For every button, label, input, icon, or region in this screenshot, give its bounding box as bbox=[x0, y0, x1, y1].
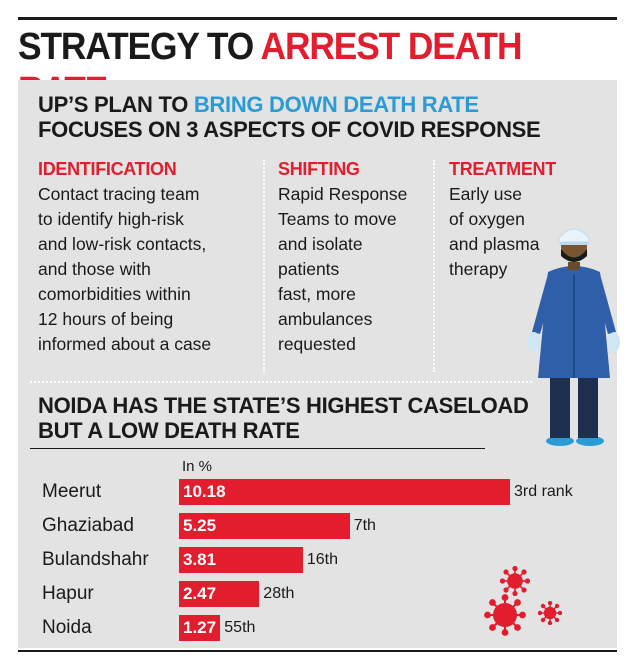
category-label: Hapur bbox=[42, 583, 94, 604]
aspect-treatment: TREATMENT Early use of oxygen and plasma… bbox=[449, 158, 589, 282]
aspect-body: Rapid Response Teams to move and isolate… bbox=[278, 182, 428, 357]
bar-value-label: 5.25 bbox=[183, 516, 217, 535]
category-label: Bulandshahr bbox=[42, 549, 149, 570]
chart-title-line1: NOIDA HAS THE STATE’S HIGHEST CASELOAD bbox=[38, 393, 529, 418]
aspect-body: Contact tracing team to identify high-ri… bbox=[38, 182, 258, 357]
bottom-rule bbox=[18, 650, 617, 652]
bar bbox=[179, 513, 350, 539]
aspect-body: Early use of oxygen and plasma therapy bbox=[449, 182, 589, 282]
plan-heading-highlight: BRING DOWN DEATH RATE bbox=[193, 92, 479, 117]
aspect-line: of oxygen bbox=[449, 209, 525, 229]
rank-label: 3rd rank bbox=[514, 483, 573, 500]
title-part1: STRATEGY TO bbox=[18, 26, 261, 68]
plan-heading: UP’S PLAN TO BRING DOWN DEATH RATE FOCUS… bbox=[38, 92, 598, 142]
rank-label: 7th bbox=[353, 517, 376, 534]
aspect-line: to identify high-risk bbox=[38, 209, 184, 229]
bar-value-label: 2.47 bbox=[183, 584, 217, 603]
aspect-line: and isolate bbox=[278, 234, 363, 254]
plan-heading-line2: FOCUSES ON 3 ASPECTS OF COVID RESPONSE bbox=[38, 117, 541, 142]
coronavirus-icon bbox=[484, 594, 526, 636]
category-label: Noida bbox=[42, 617, 92, 638]
top-rule bbox=[18, 17, 617, 20]
healthcare-worker-icon bbox=[528, 228, 620, 446]
aspect-line: patients bbox=[278, 259, 340, 279]
aspect-line: requested bbox=[278, 334, 356, 354]
bar-value-label: 3.81 bbox=[183, 550, 217, 569]
section-divider bbox=[30, 381, 532, 383]
category-label: Ghaziabad bbox=[42, 515, 134, 536]
aspect-line: ambulances bbox=[278, 309, 373, 329]
aspect-identification: IDENTIFICATION Contact tracing team to i… bbox=[38, 158, 258, 357]
aspect-line: Teams to move bbox=[278, 209, 397, 229]
bar bbox=[179, 547, 303, 573]
aspect-line: Contact tracing team bbox=[38, 184, 200, 204]
coronavirus-icon bbox=[538, 601, 562, 625]
coronavirus-icon bbox=[500, 566, 530, 596]
aspect-line: and plasma bbox=[449, 234, 540, 254]
chart-title: NOIDA HAS THE STATE’S HIGHEST CASELOAD B… bbox=[38, 393, 558, 443]
aspect-line: Early use bbox=[449, 184, 522, 204]
page-title: STRATEGY TO ARREST DEATH RATE bbox=[18, 25, 576, 113]
bar bbox=[179, 479, 510, 505]
bar-value-label: 10.18 bbox=[183, 482, 226, 501]
aspect-line: informed about a case bbox=[38, 334, 212, 354]
aspect-heading: SHIFTING bbox=[278, 159, 360, 179]
bar bbox=[179, 615, 221, 641]
chart-title-line2: BUT A LOW DEATH RATE bbox=[38, 418, 300, 443]
aspect-shifting: SHIFTING Rapid Response Teams to move an… bbox=[278, 158, 428, 357]
chart-unit-label: In % bbox=[182, 458, 213, 475]
plan-heading-prefix: UP’S PLAN TO bbox=[38, 92, 194, 117]
aspect-line: comorbidities within bbox=[38, 284, 191, 304]
aspect-line: fast, more bbox=[278, 284, 356, 304]
aspect-heading: TREATMENT bbox=[449, 159, 556, 179]
column-divider bbox=[263, 160, 265, 372]
bar bbox=[179, 581, 260, 607]
rank-label: 28th bbox=[263, 585, 295, 602]
chart-title-rule bbox=[30, 448, 485, 449]
aspect-line: therapy bbox=[449, 259, 508, 279]
category-label: Meerut bbox=[42, 481, 102, 502]
rank-label: 55th bbox=[224, 619, 256, 636]
rank-label: 16th bbox=[306, 551, 339, 568]
aspect-line: 12 hours of being bbox=[38, 309, 174, 329]
aspect-heading: IDENTIFICATION bbox=[38, 159, 177, 179]
column-divider bbox=[433, 160, 435, 372]
content-panel bbox=[18, 80, 617, 648]
bar-value-label: 1.27 bbox=[183, 618, 217, 637]
aspect-line: Rapid Response bbox=[278, 184, 408, 204]
aspect-line: and those with bbox=[38, 259, 151, 279]
aspect-line: and low-risk contacts, bbox=[38, 234, 207, 254]
